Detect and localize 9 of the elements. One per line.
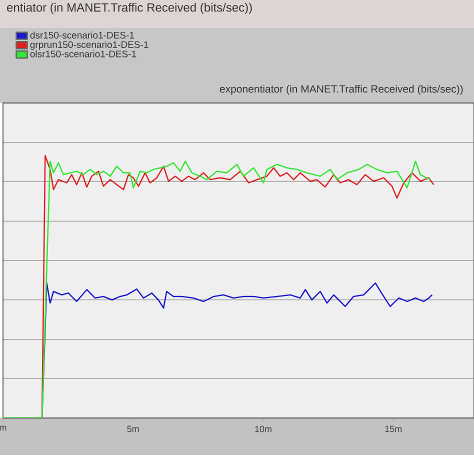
x-tick-label: 15m	[385, 426, 402, 432]
x-tick-label: 5m	[127, 426, 139, 432]
legend-label: olsr150-scenario1-DES-1	[30, 50, 136, 58]
legend-label: dsr150-scenario1-DES-1	[30, 32, 134, 39]
x-tick-label: m	[0, 426, 6, 431]
x-tick-label: 10m	[255, 426, 272, 432]
chart-title: entiator (in MANET.Traffic Received (bits/sec))	[7, 2, 252, 14]
chart-subtitle: exponentiator (in MANET.Traffic Received (bits/sec))	[220, 84, 463, 95]
legend-label: grprun150-scenario1-DES-1	[30, 40, 148, 50]
